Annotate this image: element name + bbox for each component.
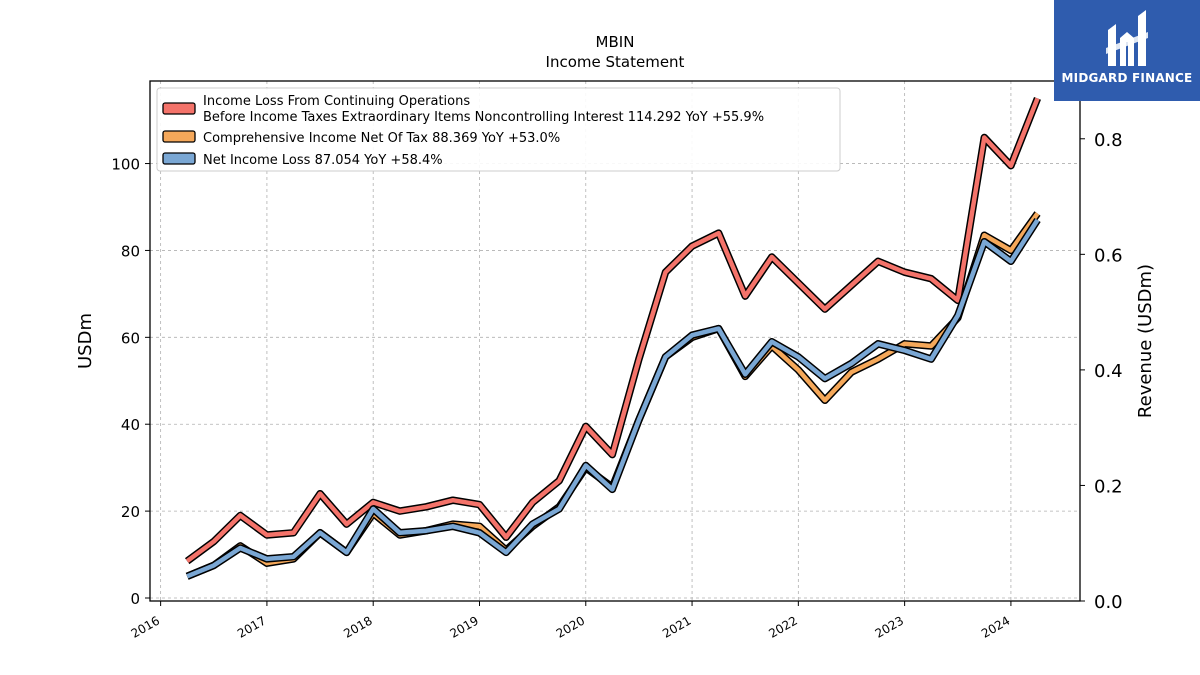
y-tick-label: 40 [121, 416, 140, 434]
x-tick-label: 2023 [873, 613, 906, 640]
x-tick-label: 2017 [235, 613, 268, 640]
y2-axis-label: Revenue (USDm) [1135, 264, 1156, 418]
plot-frame [149, 80, 1081, 602]
y-tick-label: 60 [121, 329, 140, 347]
x-tick-label: 2018 [341, 613, 374, 640]
y-tick-label: 20 [121, 503, 140, 521]
y2-tick-label: 0.6 [1094, 245, 1123, 266]
y-tick-label: 0 [130, 590, 140, 608]
legend-label-income-loss-line2: Before Income Taxes Extraordinary Items … [203, 110, 764, 125]
x-tick-label: 2019 [448, 613, 481, 640]
y-tick-label: 100 [111, 156, 140, 174]
legend-swatch-income-loss [162, 102, 196, 115]
y2-tick-label: 0.4 [1094, 361, 1123, 382]
logo-text: MIDGARD FINANCE [1061, 71, 1193, 85]
legend-label-comprehensive-income: Comprehensive Income Net Of Tax 88.369 Y… [203, 131, 560, 146]
series-outline-1 [185, 211, 1041, 580]
brand-logo: MIDGARD FINANCE [1054, 0, 1200, 101]
y-axis-label: USDm [75, 313, 96, 369]
series-line-2 [186, 218, 1040, 579]
legend-box [156, 87, 841, 172]
series-line-0 [185, 97, 1040, 563]
x-tick-label: 2022 [766, 613, 799, 640]
y2-tick-label: 0.0 [1094, 592, 1123, 613]
x-tick-label: 2016 [129, 613, 162, 640]
x-tick-label: 2020 [554, 613, 587, 640]
legend-swatch-comprehensive-income [162, 130, 196, 143]
series-lines [184, 97, 1041, 580]
midgard-logo-icon [1106, 10, 1148, 66]
chart-title: MBIN [596, 33, 635, 51]
legend-label-net-income: Net Income Loss 87.054 YoY +58.4% [203, 153, 443, 168]
series-line-1 [186, 212, 1040, 579]
legend-label-income-loss-line1: Income Loss From Continuing Operations [203, 94, 470, 109]
chart-subtitle: Income Statement [546, 53, 685, 71]
legend-swatch-net-income [162, 152, 196, 165]
y2-tick-label: 0.8 [1094, 130, 1123, 151]
legend: Income Loss From Continuing Operations B… [156, 87, 841, 172]
y-tick-label: 80 [121, 242, 140, 260]
y2-tick-label: 0.2 [1094, 476, 1123, 497]
x-tick-label: 2021 [660, 613, 693, 640]
x-tick-label: 2024 [979, 613, 1012, 640]
